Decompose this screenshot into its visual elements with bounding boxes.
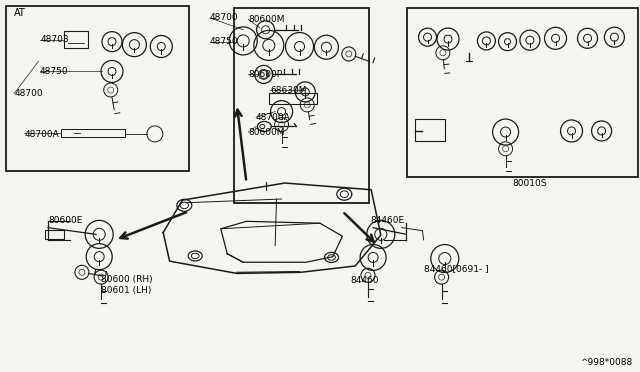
Bar (415, 119, 445, 141)
Bar (234, 8, 369, 203)
Text: 80600M: 80600M (248, 15, 285, 24)
Text: 80600 (RH): 80600 (RH) (101, 275, 153, 284)
Text: 48700: 48700 (14, 89, 43, 98)
Text: 48700A: 48700A (256, 113, 291, 122)
Text: 80601 (LH): 80601 (LH) (101, 286, 152, 295)
Text: 48700A: 48700A (24, 130, 59, 139)
Text: 84460: 84460 (351, 276, 380, 285)
Ellipse shape (191, 253, 199, 259)
Text: 80010S: 80010S (512, 179, 547, 187)
Text: 80600E: 80600E (48, 216, 83, 225)
Bar (269, 93, 317, 104)
Text: 80600P: 80600P (248, 70, 282, 79)
Text: 48750: 48750 (40, 67, 68, 76)
Text: 48750: 48750 (210, 37, 239, 46)
Text: AT: AT (14, 8, 26, 18)
Text: 48703: 48703 (40, 35, 69, 44)
Text: 68630M: 68630M (270, 86, 307, 94)
Text: 48700: 48700 (210, 13, 239, 22)
Ellipse shape (337, 188, 352, 200)
Bar (6, 6, 189, 171)
Ellipse shape (180, 202, 188, 209)
Ellipse shape (324, 253, 339, 262)
Ellipse shape (328, 255, 335, 260)
Ellipse shape (188, 251, 202, 261)
Bar (45, 230, 64, 239)
Bar (61, 129, 125, 137)
Bar (407, 8, 638, 177)
Bar (64, 31, 88, 48)
Text: 80600M: 80600M (248, 128, 285, 137)
Text: 84460[0691- ]: 84460[0691- ] (424, 264, 488, 273)
Ellipse shape (340, 191, 348, 198)
Text: ^998*0088: ^998*0088 (580, 358, 632, 367)
Text: 84460E: 84460E (370, 216, 404, 225)
Ellipse shape (177, 199, 192, 211)
